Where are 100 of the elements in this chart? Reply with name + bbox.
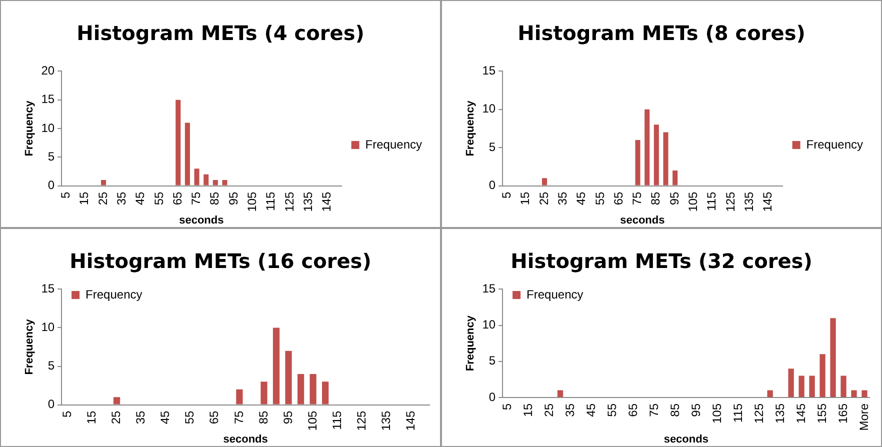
bar bbox=[767, 390, 773, 397]
x-tick-label: 45 bbox=[133, 191, 148, 206]
legend-label: Frequency bbox=[365, 137, 422, 152]
y-axis-title: Frequency bbox=[464, 100, 477, 156]
bar bbox=[310, 374, 316, 404]
bar bbox=[644, 109, 650, 186]
chart-title: Histogram METs (32 cores) bbox=[510, 249, 814, 273]
x-tick-label: 105 bbox=[245, 191, 260, 212]
y-tick-label: 10 bbox=[482, 318, 496, 332]
y-tick-label: 5 bbox=[48, 358, 55, 373]
y-tick-label: 0 bbox=[488, 390, 496, 404]
bar bbox=[322, 382, 329, 404]
x-tick-label: 35 bbox=[134, 410, 148, 424]
legend-label: Frequency bbox=[806, 137, 864, 152]
x-tick-label: 35 bbox=[555, 191, 570, 206]
x-tick-label: 45 bbox=[158, 410, 172, 424]
y-tick-label: 15 bbox=[482, 64, 496, 78]
x-tick-label: 55 bbox=[605, 403, 620, 417]
x-tick-label: 55 bbox=[592, 191, 607, 206]
legend-label: Frequency bbox=[526, 287, 584, 302]
x-tick-label: 105 bbox=[710, 403, 724, 424]
bar bbox=[862, 390, 868, 397]
x-tick-label: 55 bbox=[182, 410, 197, 424]
y-tick-label: 5 bbox=[488, 354, 496, 368]
x-axis-title: seconds bbox=[179, 214, 224, 226]
x-tick-label: 5 bbox=[500, 191, 514, 198]
y-axis-title: Frequency bbox=[24, 100, 36, 156]
x-tick-label: 145 bbox=[794, 403, 808, 424]
bar bbox=[635, 140, 640, 186]
x-tick-label: 65 bbox=[207, 410, 222, 424]
bar bbox=[820, 354, 826, 397]
x-tick-label: 105 bbox=[686, 191, 700, 212]
bar bbox=[840, 376, 846, 397]
x-tick-label: 75 bbox=[232, 410, 246, 424]
x-tick-label: 125 bbox=[282, 191, 296, 212]
x-tick-label: 165 bbox=[836, 403, 850, 424]
x-tick-label: 125 bbox=[354, 410, 368, 431]
x-axis-title: seconds bbox=[664, 433, 708, 446]
x-tick-label: 135 bbox=[300, 191, 315, 212]
legend-label: Frequency bbox=[86, 287, 142, 302]
bar bbox=[557, 390, 564, 397]
x-tick-label: 25 bbox=[96, 191, 110, 206]
x-tick-label: 135 bbox=[772, 403, 787, 424]
x-tick-label: 55 bbox=[152, 191, 166, 206]
bar bbox=[194, 168, 200, 186]
y-tick-label: 20 bbox=[41, 64, 55, 78]
bar bbox=[222, 180, 228, 186]
x-tick-label: 15 bbox=[521, 403, 536, 417]
x-axis-title: seconds bbox=[620, 214, 665, 226]
x-tick-label: 25 bbox=[109, 410, 124, 424]
bar bbox=[297, 374, 304, 404]
x-tick-label: 25 bbox=[536, 191, 551, 206]
x-tick-label: 5 bbox=[500, 403, 514, 410]
bar bbox=[113, 397, 120, 404]
x-tick-label: 135 bbox=[378, 410, 393, 431]
x-tick-label: 5 bbox=[58, 191, 73, 198]
x-tick-label: 25 bbox=[542, 403, 556, 417]
y-tick-label: 10 bbox=[41, 320, 55, 334]
x-tick-label: 45 bbox=[584, 403, 598, 417]
x-tick-label: 75 bbox=[189, 191, 204, 206]
x-tick-label: 65 bbox=[170, 191, 184, 206]
x-tick-label: 85 bbox=[256, 410, 270, 424]
bar bbox=[851, 390, 857, 397]
x-tick-label: 75 bbox=[646, 403, 661, 417]
x-tick-label: 35 bbox=[114, 191, 128, 206]
bar bbox=[184, 122, 190, 186]
bar bbox=[654, 124, 659, 186]
bar bbox=[176, 100, 181, 186]
bar bbox=[285, 350, 292, 404]
y-tick-label: 5 bbox=[488, 140, 496, 154]
x-tick-label: 45 bbox=[574, 191, 588, 206]
x-tick-label: 125 bbox=[752, 403, 766, 424]
x-axis-title: seconds bbox=[223, 433, 268, 446]
x-tick-label: 135 bbox=[742, 191, 756, 212]
x-tick-label: 75 bbox=[630, 191, 644, 206]
bar bbox=[272, 328, 280, 404]
x-tick-label: 115 bbox=[730, 403, 745, 423]
x-tick-label: 85 bbox=[648, 191, 663, 206]
x-tick-label: 15 bbox=[77, 191, 92, 206]
y-tick-label: 0 bbox=[48, 397, 55, 412]
x-tick-label: 65 bbox=[626, 403, 640, 417]
y-tick-label: 15 bbox=[41, 92, 55, 106]
bar bbox=[100, 180, 106, 186]
x-tick-label: 155 bbox=[814, 403, 829, 424]
y-tick-label: 5 bbox=[48, 149, 55, 164]
y-tick-label: 15 bbox=[41, 282, 55, 296]
bar bbox=[788, 368, 794, 397]
bar bbox=[798, 376, 804, 397]
x-tick-label: 95 bbox=[226, 191, 240, 206]
bar bbox=[663, 132, 668, 186]
bar bbox=[260, 382, 268, 404]
y-tick-label: 10 bbox=[41, 120, 55, 135]
x-tick-label: 125 bbox=[723, 191, 738, 212]
x-tick-label: 145 bbox=[404, 410, 418, 431]
x-tick-label: 95 bbox=[667, 191, 682, 206]
x-tick-label: 15 bbox=[518, 191, 532, 206]
y-tick-label: 0 bbox=[488, 178, 496, 192]
y-tick-label: 15 bbox=[482, 282, 496, 296]
x-tick-label: 115 bbox=[264, 191, 278, 211]
x-tick-label: 95 bbox=[280, 410, 295, 424]
